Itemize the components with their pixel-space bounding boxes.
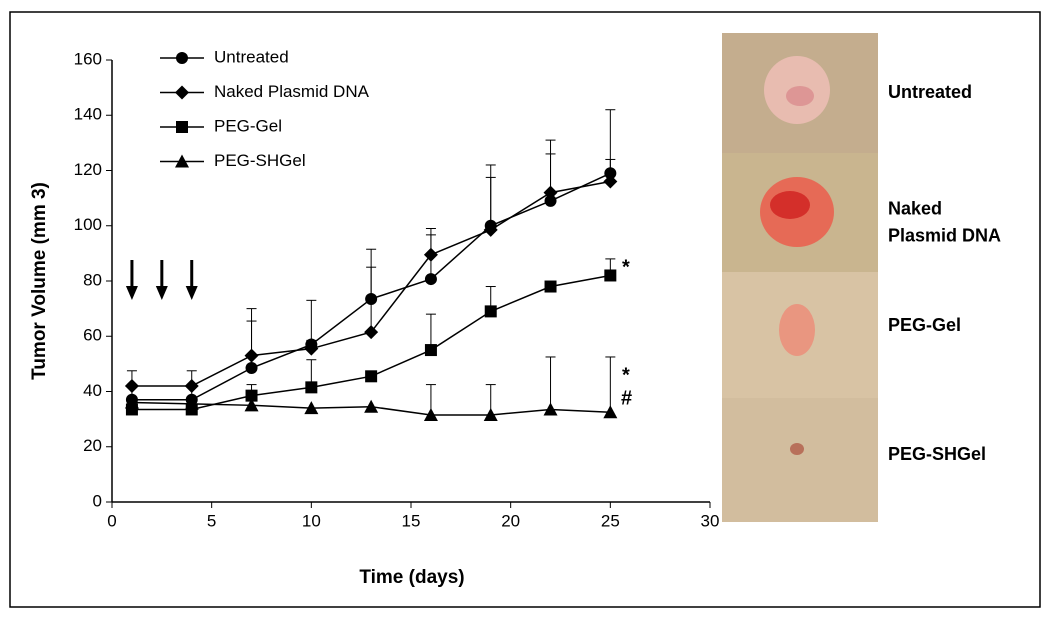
error-bar bbox=[545, 139, 556, 193]
marker bbox=[364, 399, 379, 413]
marker bbox=[483, 222, 498, 237]
marker bbox=[175, 154, 189, 168]
marker bbox=[603, 405, 618, 419]
marker bbox=[604, 269, 617, 282]
marker bbox=[176, 52, 188, 64]
marker bbox=[184, 396, 199, 410]
arrow-head bbox=[155, 286, 168, 300]
error-bar bbox=[605, 356, 616, 413]
marker bbox=[176, 121, 188, 133]
y-tick-label: 80 bbox=[83, 270, 102, 289]
photo bbox=[722, 398, 878, 522]
tumor bbox=[779, 304, 815, 356]
y-tick-label: 100 bbox=[74, 215, 102, 234]
x-tick-label: 0 bbox=[107, 511, 116, 530]
dosing-arrow bbox=[125, 260, 138, 300]
photo-labels: Untreated Naked Plasmid DNA PEG-Gel PEG-SHGe… bbox=[888, 82, 1001, 464]
x-tick-label: 5 bbox=[207, 511, 216, 530]
photo-label: Naked bbox=[888, 198, 942, 218]
photo-label: Plasmid DNA bbox=[888, 225, 1001, 245]
legend-label: PEG-SHGel bbox=[214, 151, 306, 170]
legend-label: PEG-Gel bbox=[214, 116, 282, 135]
y-tick-label: 160 bbox=[74, 49, 102, 68]
marker bbox=[483, 407, 498, 421]
y-tick-label: 140 bbox=[74, 105, 102, 124]
marker bbox=[245, 389, 258, 402]
photo-label: Untreated bbox=[888, 82, 972, 102]
marker bbox=[544, 194, 557, 207]
marker bbox=[244, 348, 259, 363]
y-axis-title: Tumor Volume (mm 3) bbox=[29, 182, 50, 380]
error-bar bbox=[485, 176, 496, 230]
error-bar bbox=[366, 248, 377, 333]
annotation: * bbox=[622, 256, 630, 278]
error-bar bbox=[545, 356, 556, 410]
x-tick-label: 10 bbox=[302, 511, 321, 530]
marker bbox=[424, 344, 437, 357]
photo-label: PEG-Gel bbox=[888, 315, 961, 335]
frame bbox=[9, 11, 1041, 608]
legend-label: Untreated bbox=[214, 47, 289, 66]
x-tick-label: 15 bbox=[402, 511, 421, 530]
tumor bbox=[790, 443, 804, 455]
legend-label: Naked Plasmid DNA bbox=[214, 82, 370, 101]
x-axis-title: Time (days) bbox=[359, 567, 464, 588]
marker bbox=[365, 370, 378, 383]
marker bbox=[423, 247, 438, 262]
y-tick-label: 0 bbox=[93, 491, 102, 510]
y-tick-label: 120 bbox=[74, 160, 102, 179]
marker bbox=[543, 185, 558, 200]
marker bbox=[423, 407, 438, 421]
error-bar bbox=[246, 308, 257, 356]
arrow-head bbox=[185, 286, 198, 300]
marker bbox=[124, 395, 139, 409]
y-tick-label: 20 bbox=[83, 436, 102, 455]
marker bbox=[543, 402, 558, 416]
marker bbox=[184, 378, 199, 393]
arrow-head bbox=[125, 286, 138, 300]
y-tick-label: 40 bbox=[83, 381, 102, 400]
marker bbox=[305, 381, 318, 394]
annotation: * bbox=[622, 364, 630, 386]
marker bbox=[424, 273, 437, 286]
tumor-spot bbox=[786, 86, 814, 106]
marker bbox=[175, 85, 189, 100]
marker bbox=[124, 378, 139, 393]
marker bbox=[245, 362, 258, 375]
y-tick-label: 60 bbox=[83, 326, 102, 345]
marker bbox=[304, 341, 319, 356]
photo-panel bbox=[722, 33, 878, 522]
dosing-arrow bbox=[185, 260, 198, 300]
error-bar bbox=[306, 299, 317, 345]
marker bbox=[364, 325, 379, 340]
tumor-spot bbox=[770, 191, 810, 219]
x-tick-label: 30 bbox=[701, 511, 720, 530]
marker bbox=[544, 280, 557, 293]
marker bbox=[304, 401, 319, 415]
annotation: # bbox=[621, 387, 632, 409]
photo-label: PEG-SHGel bbox=[888, 444, 986, 464]
marker bbox=[484, 305, 497, 318]
x-tick-label: 20 bbox=[501, 511, 520, 530]
marker bbox=[603, 174, 618, 189]
x-tick-label: 25 bbox=[601, 511, 620, 530]
dosing-arrow bbox=[155, 260, 168, 300]
marker bbox=[244, 398, 259, 412]
